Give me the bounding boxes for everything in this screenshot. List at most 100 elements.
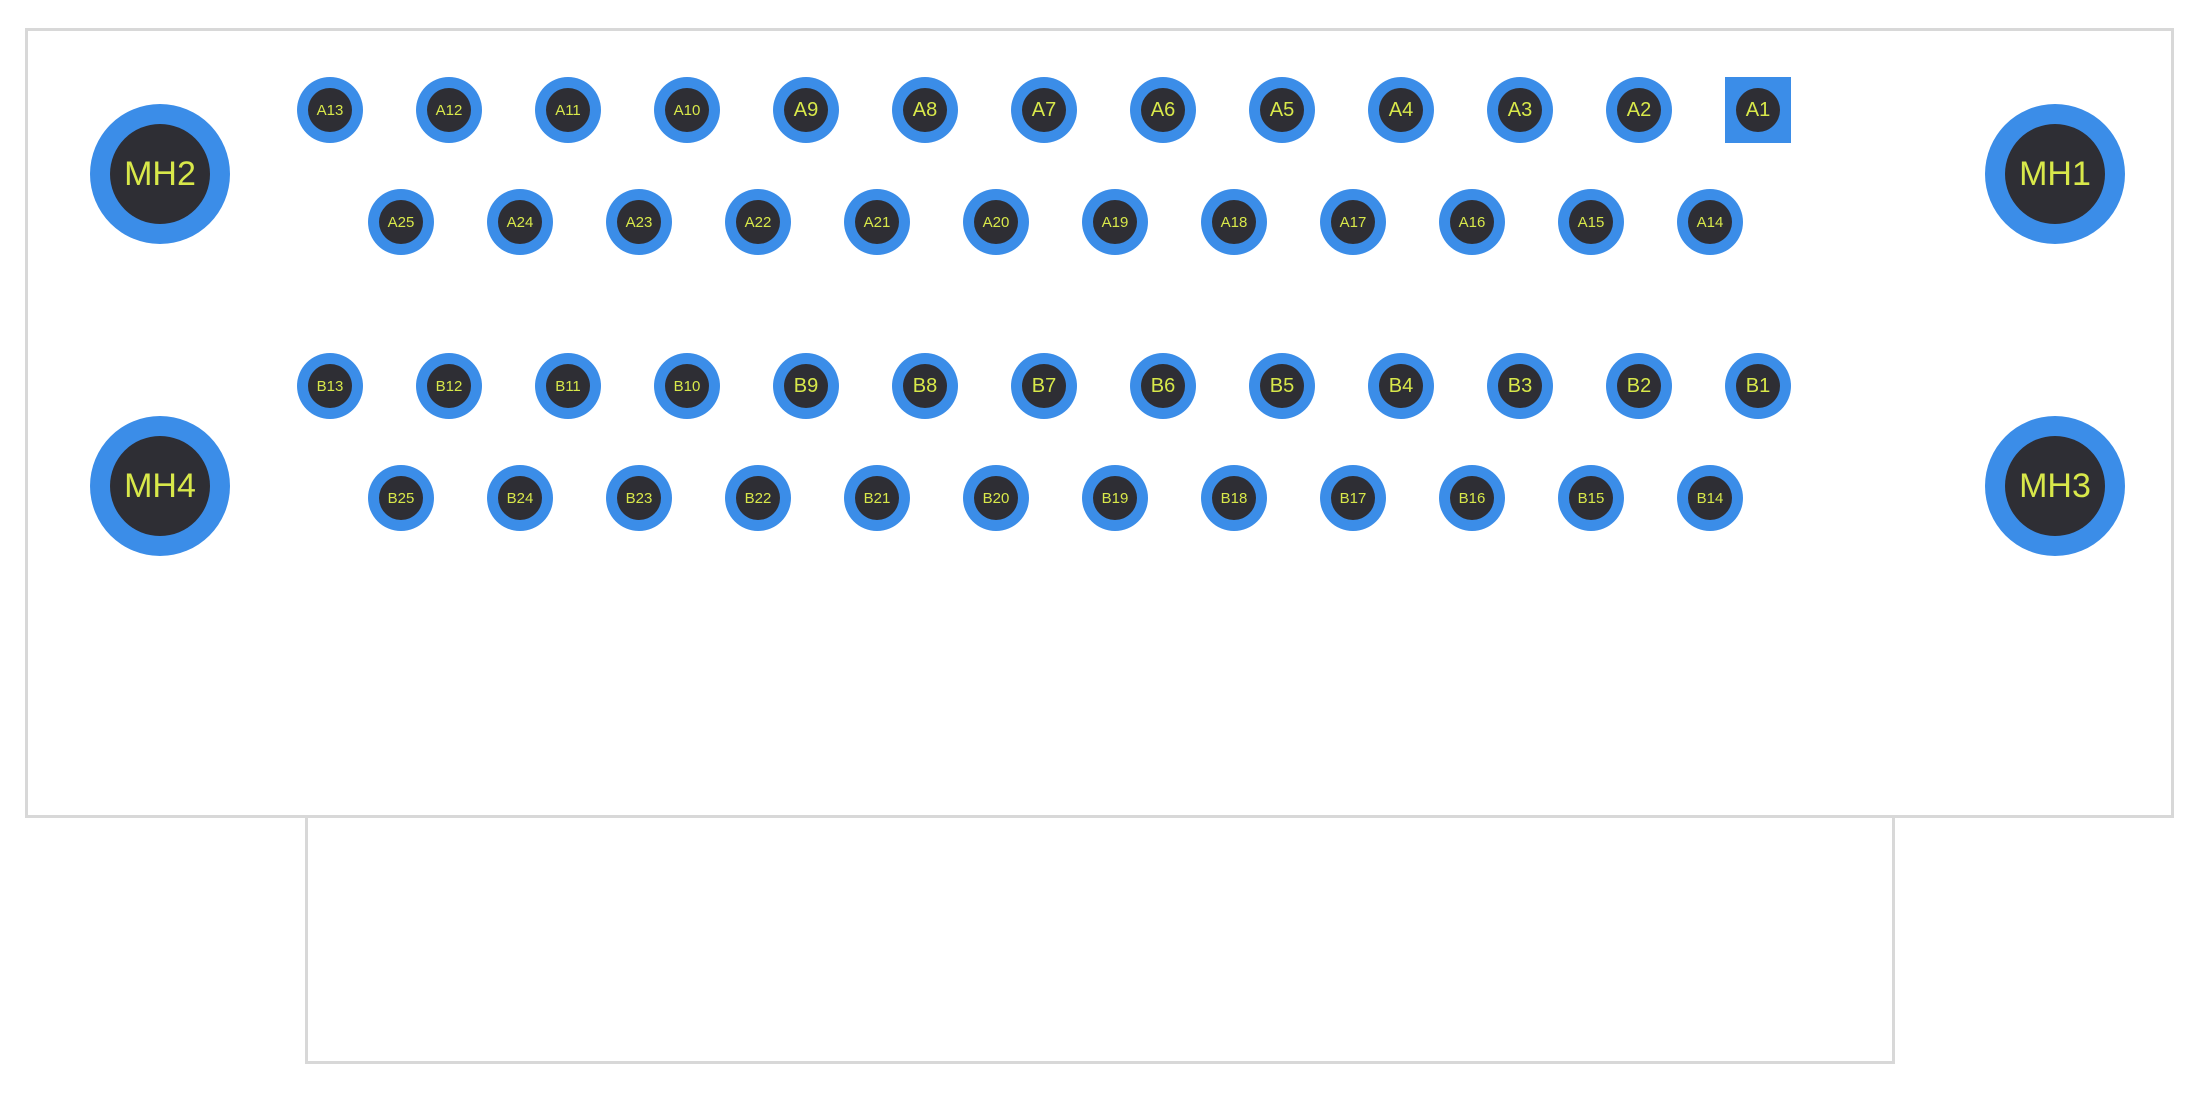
pin-label: A18	[1212, 200, 1256, 244]
pin-a24: A24	[487, 189, 553, 255]
pin-label: A3	[1498, 88, 1542, 132]
pin-a17: A17	[1320, 189, 1386, 255]
pin-b15: B15	[1558, 465, 1624, 531]
pin-label: A22	[736, 200, 780, 244]
pin-label: B15	[1569, 476, 1613, 520]
pin-label: A10	[665, 88, 709, 132]
pin-b13: B13	[297, 353, 363, 419]
pin-b5: B5	[1249, 353, 1315, 419]
pin-a22: A22	[725, 189, 791, 255]
pin-a9: A9	[773, 77, 839, 143]
pin-b21: B21	[844, 465, 910, 531]
pin-label: B22	[736, 476, 780, 520]
outer-outline	[25, 28, 2174, 818]
mount-hole-mh2: MH2	[90, 104, 230, 244]
pin-label: B9	[784, 364, 828, 408]
pin-label: B10	[665, 364, 709, 408]
pin-label: B14	[1688, 476, 1732, 520]
pin-label: A8	[903, 88, 947, 132]
pin-a20: A20	[963, 189, 1029, 255]
pin-label: A6	[1141, 88, 1185, 132]
pin-label: B17	[1331, 476, 1375, 520]
pin-label: A4	[1379, 88, 1423, 132]
pin-a16: A16	[1439, 189, 1505, 255]
pin-label: B8	[903, 364, 947, 408]
pin-label: A21	[855, 200, 899, 244]
mount-hole-label: MH1	[2005, 124, 2105, 224]
pin-b17: B17	[1320, 465, 1386, 531]
mount-hole-label: MH3	[2005, 436, 2105, 536]
pin-label: A12	[427, 88, 471, 132]
pin-b3: B3	[1487, 353, 1553, 419]
pin-label: B13	[308, 364, 352, 408]
footprint-canvas: MH1 MH2 MH3 MH4 A1 A2 A3 A4 A5 A6 A7 A8 A9 A10 A11 A12 A…	[0, 0, 2199, 1104]
pin-label: A25	[379, 200, 423, 244]
pin-b23: B23	[606, 465, 672, 531]
pin-b7: B7	[1011, 353, 1077, 419]
pin-a11: A11	[535, 77, 601, 143]
pin-a25: A25	[368, 189, 434, 255]
pin-label: B16	[1450, 476, 1494, 520]
pin-label: B25	[379, 476, 423, 520]
mount-hole-label: MH4	[110, 436, 210, 536]
pin-a18: A18	[1201, 189, 1267, 255]
pin-label: B12	[427, 364, 471, 408]
pin-a14: A14	[1677, 189, 1743, 255]
pin-a10: A10	[654, 77, 720, 143]
pin-b16: B16	[1439, 465, 1505, 531]
pin-b11: B11	[535, 353, 601, 419]
pin-label: A1	[1736, 88, 1780, 132]
pin-label: B21	[855, 476, 899, 520]
pin-label: B1	[1736, 364, 1780, 408]
pin-label: A15	[1569, 200, 1613, 244]
pin-label: A13	[308, 88, 352, 132]
pin-b18: B18	[1201, 465, 1267, 531]
pin-label: A20	[974, 200, 1018, 244]
pin-b14: B14	[1677, 465, 1743, 531]
pin-b1: B1	[1725, 353, 1791, 419]
pin-label: A16	[1450, 200, 1494, 244]
pin-label: B3	[1498, 364, 1542, 408]
mount-hole-mh3: MH3	[1985, 416, 2125, 556]
pin-b22: B22	[725, 465, 791, 531]
mount-hole-mh1: MH1	[1985, 104, 2125, 244]
pin-label: B18	[1212, 476, 1256, 520]
pin-label: B20	[974, 476, 1018, 520]
pin-b24: B24	[487, 465, 553, 531]
pin-label: A2	[1617, 88, 1661, 132]
pin-b25: B25	[368, 465, 434, 531]
pin-label: B24	[498, 476, 542, 520]
pin-a6: A6	[1130, 77, 1196, 143]
pin-a23: A23	[606, 189, 672, 255]
pin-a3: A3	[1487, 77, 1553, 143]
pin-b6: B6	[1130, 353, 1196, 419]
mount-hole-label: MH2	[110, 124, 210, 224]
pin-a19: A19	[1082, 189, 1148, 255]
pin-b4: B4	[1368, 353, 1434, 419]
pin-label: A7	[1022, 88, 1066, 132]
pin-label: B23	[617, 476, 661, 520]
pin-label: B4	[1379, 364, 1423, 408]
pin-label: B6	[1141, 364, 1185, 408]
pin-label: B19	[1093, 476, 1137, 520]
pin-label: A23	[617, 200, 661, 244]
pin-label: B11	[546, 364, 590, 408]
pin-label: A14	[1688, 200, 1732, 244]
pin-label: A17	[1331, 200, 1375, 244]
pin-a2: A2	[1606, 77, 1672, 143]
pin-b2: B2	[1606, 353, 1672, 419]
pin-a4: A4	[1368, 77, 1434, 143]
lower-tab-outline	[305, 818, 1895, 1064]
pin-a12: A12	[416, 77, 482, 143]
pin-label: A5	[1260, 88, 1304, 132]
pin-b19: B19	[1082, 465, 1148, 531]
pin-b8: B8	[892, 353, 958, 419]
pin-label: A24	[498, 200, 542, 244]
pin-a13: A13	[297, 77, 363, 143]
mount-hole-mh4: MH4	[90, 416, 230, 556]
pin-a15: A15	[1558, 189, 1624, 255]
pin-a8: A8	[892, 77, 958, 143]
pin-label: B7	[1022, 364, 1066, 408]
pin-b9: B9	[773, 353, 839, 419]
pin-a1: A1	[1725, 77, 1791, 143]
